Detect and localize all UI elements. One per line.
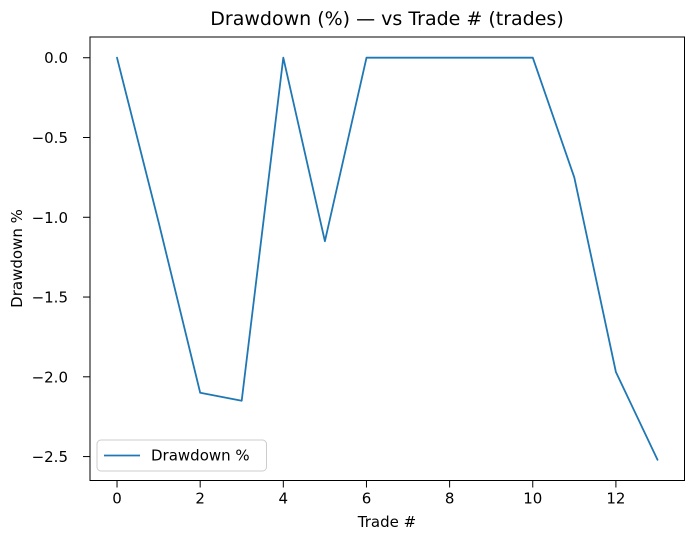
x-tick-label: 4 [279,490,289,508]
axes-frame [89,36,685,481]
x-tick-label: 6 [362,490,372,508]
legend: Drawdown % [96,439,267,472]
plot-area: 0 2 4 6 8 10 12 0.0 −0.5 −1.0 −1.5 −2.0 −2.5 [32,36,685,508]
x-tick-label: 8 [445,490,455,508]
legend-box [96,439,267,472]
x-axis-label: Trade # [357,513,416,531]
y-tick-label: −1.5 [32,289,68,307]
x-tick-label: 10 [523,490,542,508]
y-tick-label: −2.0 [32,368,68,386]
legend-label: Drawdown % [151,447,250,465]
y-axis-label: Drawdown % [8,209,26,308]
y-tick-label: −2.5 [32,448,68,466]
x-tick-label: 2 [195,490,205,508]
x-tick-label: 0 [112,490,122,508]
x-tick-label: 12 [606,490,625,508]
y-tick-label: −1.0 [32,209,68,227]
drawdown-line [116,56,659,461]
y-tick-label: −0.5 [32,129,68,147]
chart-title: Drawdown (%) — vs Trade # (trades) [210,8,563,30]
y-tick-label: 0.0 [44,49,68,67]
